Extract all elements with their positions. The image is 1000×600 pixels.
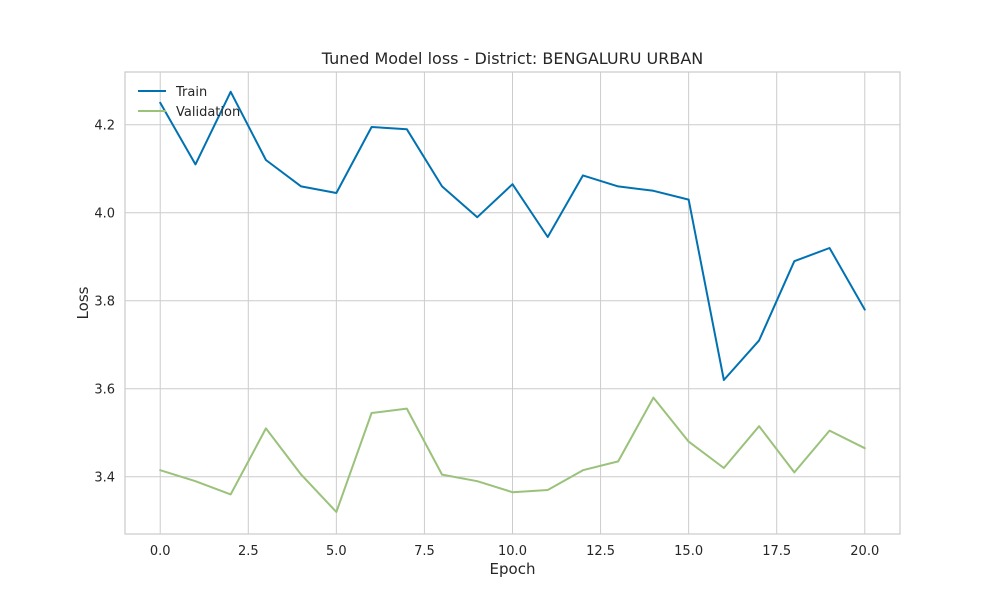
series-line-train <box>159 90 866 381</box>
plot-frame <box>124 71 901 535</box>
legend-label-train: Train <box>175 85 207 100</box>
legend-label-validation: Validation <box>176 105 240 120</box>
y-tick-label: 3.4 <box>94 470 115 485</box>
series-line-validation <box>159 396 866 513</box>
x-tick-label: 10.0 <box>498 544 527 559</box>
y-tick-label: 4.0 <box>94 206 115 221</box>
y-tick-label: 4.2 <box>94 118 115 133</box>
x-tick-label: 2.5 <box>238 544 259 559</box>
x-axis-ticks: 0.0 2.5 5.0 7.5 10.0 12.5 15.0 17.5 20.0 <box>150 544 879 559</box>
legend: Train Validation <box>138 85 240 120</box>
y-tick-label: 3.6 <box>94 382 115 397</box>
series-layer <box>159 90 866 513</box>
y-axis-ticks: 3.4 3.6 3.8 4.0 4.2 <box>94 118 115 485</box>
y-tick-label: 3.8 <box>94 294 115 309</box>
x-axis-label: Epoch <box>490 560 536 578</box>
chart-title: Tuned Model loss - District: BENGALURU U… <box>321 49 704 68</box>
x-tick-label: 5.0 <box>326 544 347 559</box>
x-tick-label: 0.0 <box>150 544 171 559</box>
x-tick-label: 15.0 <box>674 544 703 559</box>
y-axis-label: Loss <box>74 286 92 319</box>
grid <box>125 72 900 534</box>
x-tick-label: 17.5 <box>762 544 791 559</box>
x-tick-label: 20.0 <box>850 544 879 559</box>
x-tick-label: 7.5 <box>414 544 435 559</box>
x-tick-label: 12.5 <box>586 544 615 559</box>
